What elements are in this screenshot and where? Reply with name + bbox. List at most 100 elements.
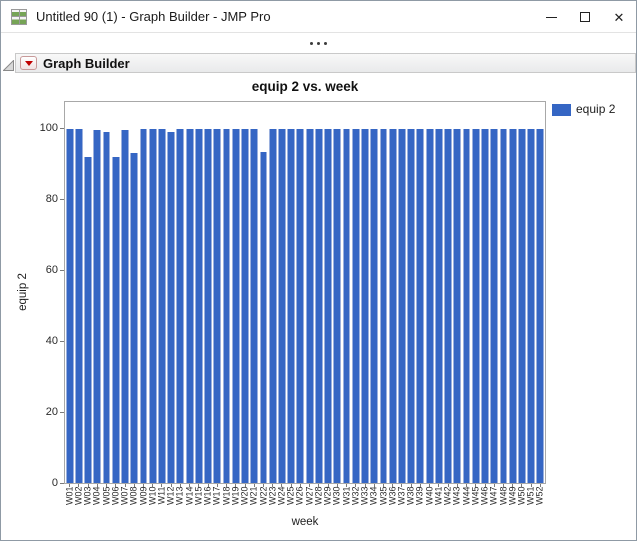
- x-tick-label-W34[interactable]: W34: [368, 486, 379, 506]
- y-tick-label-0[interactable]: 0: [51, 476, 58, 489]
- bar-W19[interactable]: [231, 128, 240, 483]
- x-tick-W32: [355, 484, 357, 487]
- plot-area[interactable]: [65, 102, 545, 483]
- x-tick-W27: [309, 484, 311, 487]
- close-button[interactable]: ✕: [602, 1, 636, 33]
- x-tick-W51: [530, 484, 532, 487]
- window-grip-strip[interactable]: [1, 34, 636, 53]
- x-tick-W01: [69, 484, 71, 487]
- bar-W21[interactable]: [250, 128, 259, 483]
- bar-W25[interactable]: [287, 128, 296, 483]
- bar-W41[interactable]: [434, 128, 443, 483]
- bar-W02[interactable]: [74, 128, 83, 483]
- bar-W30[interactable]: [333, 128, 342, 483]
- minimize-button[interactable]: [534, 1, 568, 33]
- bar-W14[interactable]: [185, 128, 194, 483]
- maximize-button[interactable]: [568, 1, 602, 33]
- bar-W17[interactable]: [213, 128, 222, 483]
- bar-W22[interactable]: [259, 151, 268, 483]
- bar-W15[interactable]: [194, 128, 203, 483]
- bar-W47[interactable]: [490, 128, 499, 483]
- x-tick-W43: [456, 484, 458, 487]
- x-tick-W17: [216, 484, 218, 487]
- x-axis-title[interactable]: week: [291, 516, 319, 528]
- bar-W48[interactable]: [499, 128, 508, 483]
- y-tick-label-40[interactable]: 40: [45, 334, 58, 347]
- bar-W42[interactable]: [444, 128, 452, 483]
- bar-W10[interactable]: [148, 128, 157, 483]
- bar-W40[interactable]: [425, 128, 434, 483]
- x-tick-W31: [346, 484, 347, 487]
- bar-W31[interactable]: [342, 128, 351, 483]
- bar-W50[interactable]: [518, 128, 526, 483]
- bar-W37[interactable]: [398, 128, 406, 483]
- jmp-app-icon: [11, 8, 27, 25]
- bar-W13[interactable]: [176, 128, 185, 483]
- x-tick-label-W52[interactable]: W52: [534, 486, 545, 506]
- x-tick-W37: [401, 484, 403, 487]
- y-tick-label-80[interactable]: 80: [45, 193, 58, 205]
- red-triangle-menu-button[interactable]: [20, 56, 37, 70]
- bar-W09[interactable]: [139, 128, 148, 483]
- bar-W36[interactable]: [388, 128, 397, 483]
- bar-W16[interactable]: [204, 128, 212, 483]
- x-tick-W50: [521, 484, 523, 487]
- bar-W34[interactable]: [370, 128, 379, 483]
- bar-W38[interactable]: [407, 128, 416, 483]
- x-tick-label-W21[interactable]: W21: [248, 486, 259, 506]
- bar-W18[interactable]: [222, 128, 231, 483]
- x-tick-label-W08[interactable]: W08: [128, 486, 139, 506]
- outline-title: Graph Builder: [43, 55, 130, 71]
- bar-W24[interactable]: [278, 128, 286, 483]
- bar-W39[interactable]: [416, 128, 425, 483]
- plot-frame[interactable]: [64, 101, 546, 484]
- bar-W20[interactable]: [241, 128, 249, 483]
- bar-W05[interactable]: [102, 132, 111, 483]
- x-tick-W09: [143, 484, 144, 487]
- bar-W44[interactable]: [462, 128, 471, 483]
- bar-W52[interactable]: [536, 128, 545, 483]
- bar-W08[interactable]: [130, 153, 139, 483]
- bar-W29[interactable]: [324, 128, 332, 483]
- window-title: Untitled 90 (1) - Graph Builder - JMP Pr…: [36, 9, 271, 24]
- x-tick-label-W47[interactable]: W47: [488, 486, 499, 506]
- bar-W01[interactable]: [65, 128, 74, 483]
- x-tick-W38: [410, 484, 412, 487]
- bar-W06[interactable]: [111, 156, 120, 483]
- y-axis-title[interactable]: equip 2: [17, 273, 29, 311]
- bar-W03[interactable]: [84, 156, 92, 483]
- bar-W51[interactable]: [527, 128, 536, 483]
- legend-label-equip2: equip 2: [576, 102, 616, 116]
- y-tick-label-20[interactable]: 20: [45, 405, 58, 418]
- outline-disclosure-triangle-icon[interactable]: [2, 58, 14, 71]
- bar-W45[interactable]: [471, 128, 480, 483]
- titlebar[interactable]: Untitled 90 (1) - Graph Builder - JMP Pr…: [1, 1, 636, 33]
- bar-W32[interactable]: [351, 128, 360, 483]
- bar-W04[interactable]: [93, 130, 102, 483]
- minimize-icon: [545, 16, 557, 18]
- bar-W26[interactable]: [296, 128, 305, 483]
- x-tick-W42: [447, 484, 449, 487]
- y-tick-label-60[interactable]: 60: [45, 263, 58, 276]
- x-tick-label-W04[interactable]: W04: [91, 486, 102, 506]
- bar-W49[interactable]: [508, 128, 517, 483]
- bar-W07[interactable]: [121, 130, 129, 483]
- x-tick-W47: [493, 484, 495, 487]
- grip-dots-icon: [310, 42, 327, 45]
- bar-W46[interactable]: [481, 128, 489, 483]
- bar-W43[interactable]: [453, 128, 462, 483]
- bar-W23[interactable]: [268, 128, 277, 483]
- x-tick-W40: [429, 484, 431, 487]
- x-tick-label-W17[interactable]: W17: [211, 486, 222, 506]
- bar-W28[interactable]: [314, 128, 323, 483]
- bar-W12[interactable]: [167, 132, 176, 483]
- y-tick-label-100[interactable]: 100: [39, 122, 58, 135]
- x-tick-label-W30[interactable]: W30: [331, 486, 342, 506]
- bar-W11[interactable]: [158, 128, 166, 483]
- bar-W35[interactable]: [379, 128, 388, 483]
- x-tick-label-W43[interactable]: W43: [451, 486, 462, 506]
- bar-W27[interactable]: [305, 128, 314, 483]
- bar-W33[interactable]: [361, 128, 369, 483]
- legend-swatch-equip2[interactable]: [552, 104, 571, 116]
